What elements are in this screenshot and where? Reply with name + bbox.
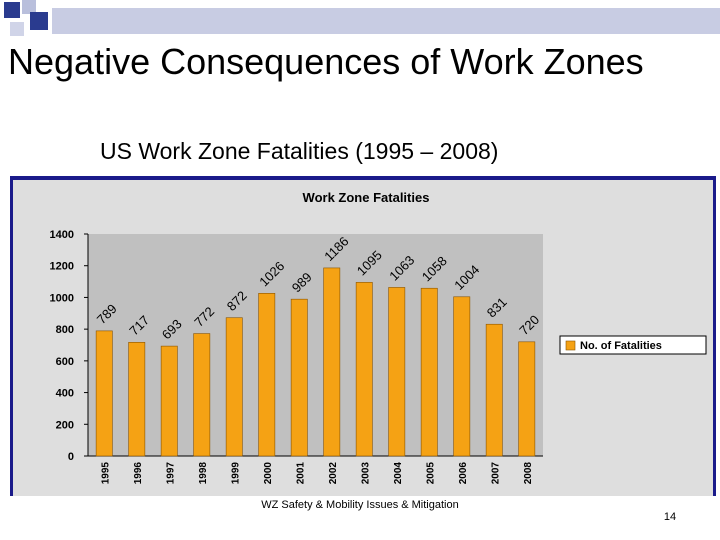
slide-subtitle: US Work Zone Fatalities (1995 – 2008)	[100, 138, 499, 164]
bar	[355, 282, 373, 457]
x-tick-label: 2007	[490, 462, 501, 485]
x-tick-label: 1996	[133, 462, 144, 485]
deco-bar	[52, 8, 720, 34]
y-tick-label: 400	[56, 388, 74, 400]
page-number: 14	[663, 511, 677, 523]
deco-square-blue	[30, 12, 48, 30]
bar	[323, 267, 341, 457]
x-tick-label: 1995	[100, 462, 111, 485]
bar	[193, 333, 211, 457]
chart-title: Work Zone Fatalities	[303, 190, 430, 205]
bar	[258, 293, 276, 457]
bar	[388, 287, 406, 457]
x-tick-label: 2004	[393, 462, 404, 485]
fatalities-chart: Work Zone Fatalities 0 200 400 600 800 1000 120…	[50, 190, 707, 485]
bar	[95, 330, 113, 457]
y-tick-label: 1400	[50, 229, 74, 241]
legend-swatch	[565, 340, 576, 351]
bar	[485, 323, 503, 457]
x-tick-label: 2003	[360, 462, 371, 485]
deco-square-blue	[4, 2, 20, 18]
x-tick-label: 2001	[295, 462, 306, 485]
y-tick-label: 1000	[50, 292, 74, 304]
x-tick-label: 1998	[198, 462, 209, 485]
legend-label: No. of Fatalities	[580, 340, 662, 352]
y-tick-label: 200	[56, 419, 74, 431]
x-tick-label: 2000	[263, 462, 274, 485]
x-tick-label: 2006	[458, 462, 469, 485]
bar	[160, 345, 178, 457]
bar	[453, 296, 471, 457]
bar	[518, 341, 536, 457]
deco-square-light	[10, 22, 24, 36]
x-tick-label: 1999	[230, 462, 241, 485]
slide-footer: WZ Safety & Mobility Issues & Mitigation	[261, 499, 459, 511]
legend-box	[559, 335, 707, 355]
bar	[290, 298, 308, 457]
y-tick-label: 600	[56, 356, 74, 368]
x-tick-label: 2005	[425, 462, 436, 485]
y-tick-label: 800	[56, 324, 74, 336]
deco-square-light	[22, 0, 36, 14]
y-tick-label: 0	[68, 451, 74, 463]
title-decoration	[4, 0, 720, 36]
x-tick-label: 2008	[523, 462, 534, 485]
slide-title: Negative Consequences of Work Zones	[8, 41, 644, 82]
y-tick-label: 1200	[50, 261, 74, 273]
x-tick-label: 1997	[165, 462, 176, 485]
x-tick-label: 2002	[328, 462, 339, 485]
bar	[420, 287, 438, 457]
bar	[128, 342, 146, 457]
bar	[225, 317, 243, 457]
